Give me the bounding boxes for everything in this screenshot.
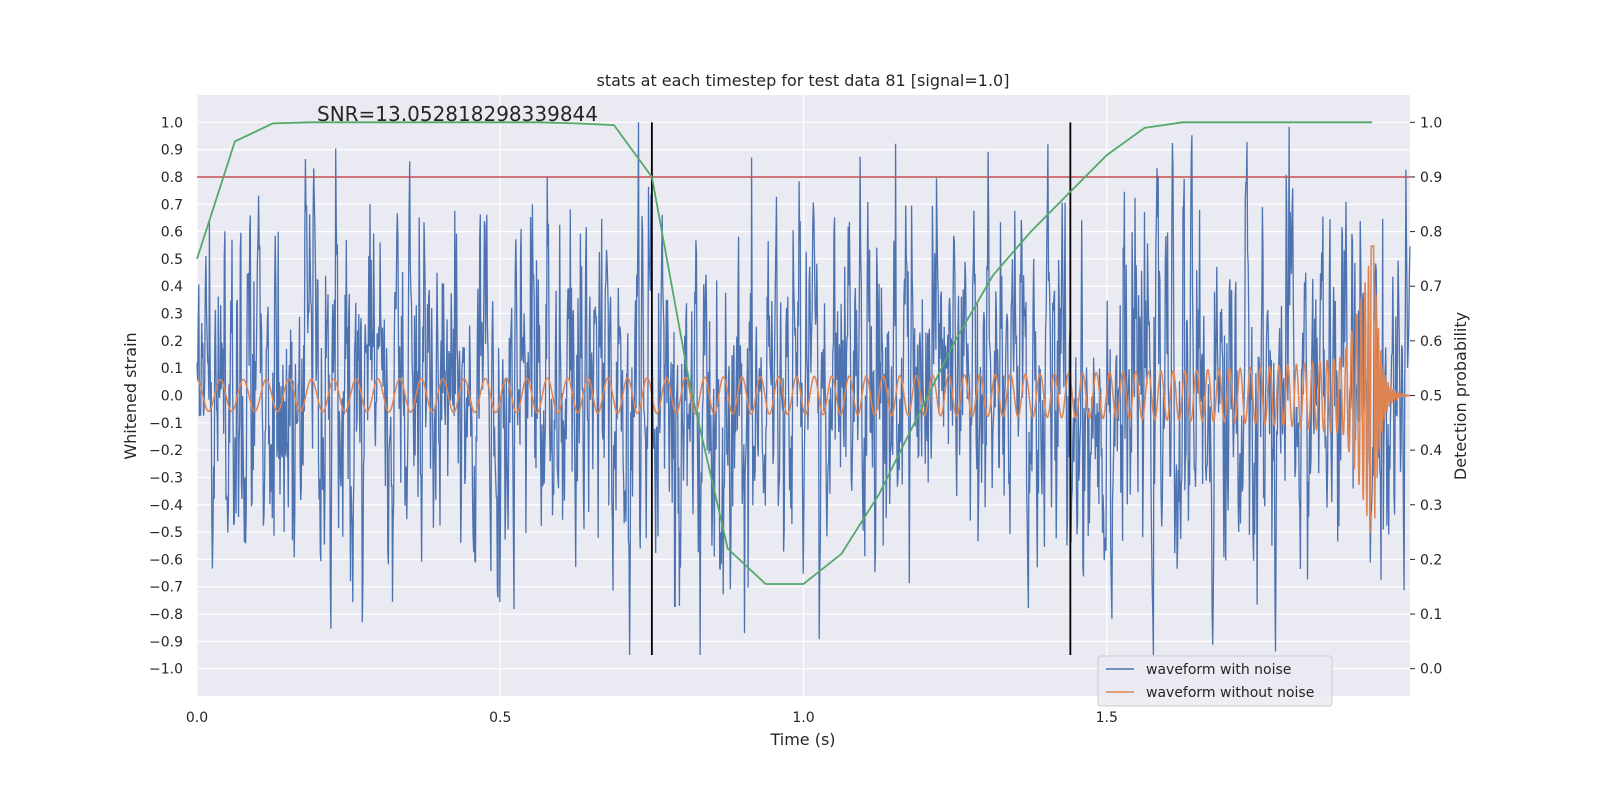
- y-tick-label: −0.2: [149, 443, 183, 459]
- y-tick-label: −0.8: [149, 607, 183, 623]
- grid: [196, 95, 1410, 696]
- series-waveform-without-noise: [196, 245, 1411, 534]
- y-tick-label: −0.1: [149, 416, 183, 432]
- probability-line: [196, 121, 1373, 585]
- x-tick-label: 1.0: [792, 710, 814, 726]
- legend: waveform with noise waveform without noi…: [1097, 655, 1333, 707]
- y2-tick-label: 0.2: [1420, 552, 1442, 568]
- y-tick-label: 1.0: [161, 115, 183, 131]
- y-axis-left: 1.0 0.9 0.8 0.7 0.6 0.5 0.4 0.3 0.2 0.1 0.0 −0.1 −0.…: [149, 115, 183, 677]
- x-tick-label: 1.5: [1096, 710, 1118, 726]
- y-tick-label: 0.7: [161, 197, 183, 213]
- chart-title: stats at each timestep for test data 81 …: [597, 71, 1010, 90]
- y-tick-label: −0.7: [149, 580, 183, 596]
- x-axis-label: Time (s): [769, 730, 835, 749]
- y2-tick-label: 0.4: [1420, 443, 1442, 459]
- x-tick-label: 0.0: [186, 710, 208, 726]
- y-tick-label: −0.9: [149, 634, 183, 650]
- y2-axis-label: Detection probability: [1451, 312, 1470, 480]
- y-tick-label: −0.5: [149, 525, 183, 541]
- y-tick-label: 0.5: [161, 252, 183, 268]
- y-tick-label: −1.0: [149, 662, 183, 678]
- x-tick-label: 0.5: [489, 710, 511, 726]
- y2-tick-label: 0.9: [1420, 170, 1442, 186]
- series-detection-probability: [196, 121, 1373, 585]
- y-tick-label: 0.2: [161, 334, 183, 350]
- snr-annotation: SNR=13.052818298339844: [317, 102, 598, 126]
- y-axis-right: 1.0 0.9 0.8 0.7 0.6 0.5 0.4 0.3 0.2 0.1 0.0: [1410, 115, 1442, 678]
- y-tick-label: 0.3: [161, 307, 183, 323]
- y-tick-label: 0.6: [161, 225, 183, 241]
- y2-tick-label: 0.5: [1420, 389, 1442, 405]
- y-axis-label: Whitened strain: [121, 332, 140, 459]
- y2-tick-label: 0.1: [1420, 607, 1442, 623]
- y2-tick-label: 0.6: [1420, 334, 1442, 350]
- y2-tick-label: 1.0: [1420, 115, 1442, 131]
- y2-tick-label: 0.3: [1420, 498, 1442, 514]
- y-tick-label: 0.9: [161, 143, 183, 159]
- x-axis: 0.0 0.5 1.0 1.5: [186, 710, 1118, 726]
- series-waveform-with-noise: [196, 122, 1411, 656]
- y-tick-label: 0.1: [161, 361, 183, 377]
- y-tick-label: −0.3: [149, 470, 183, 486]
- y2-tick-label: 0.8: [1420, 225, 1442, 241]
- y-tick-label: −0.6: [149, 552, 183, 568]
- y2-tick-label: 0.0: [1420, 662, 1442, 678]
- y-tick-label: 0.8: [161, 170, 183, 186]
- y-tick-label: −0.4: [149, 498, 183, 514]
- legend-box: [1097, 655, 1333, 707]
- legend-label-noisy: waveform with noise: [1146, 662, 1291, 678]
- clean-waveform-line: [196, 245, 1411, 534]
- y-tick-label: 0.4: [161, 279, 183, 295]
- legend-label-clean: waveform without noise: [1146, 685, 1314, 701]
- y-tick-label: 0.0: [161, 389, 183, 405]
- noisy-waveform-line: [196, 122, 1411, 656]
- reference-lines: [197, 122, 1410, 656]
- y2-tick-label: 0.7: [1420, 279, 1442, 295]
